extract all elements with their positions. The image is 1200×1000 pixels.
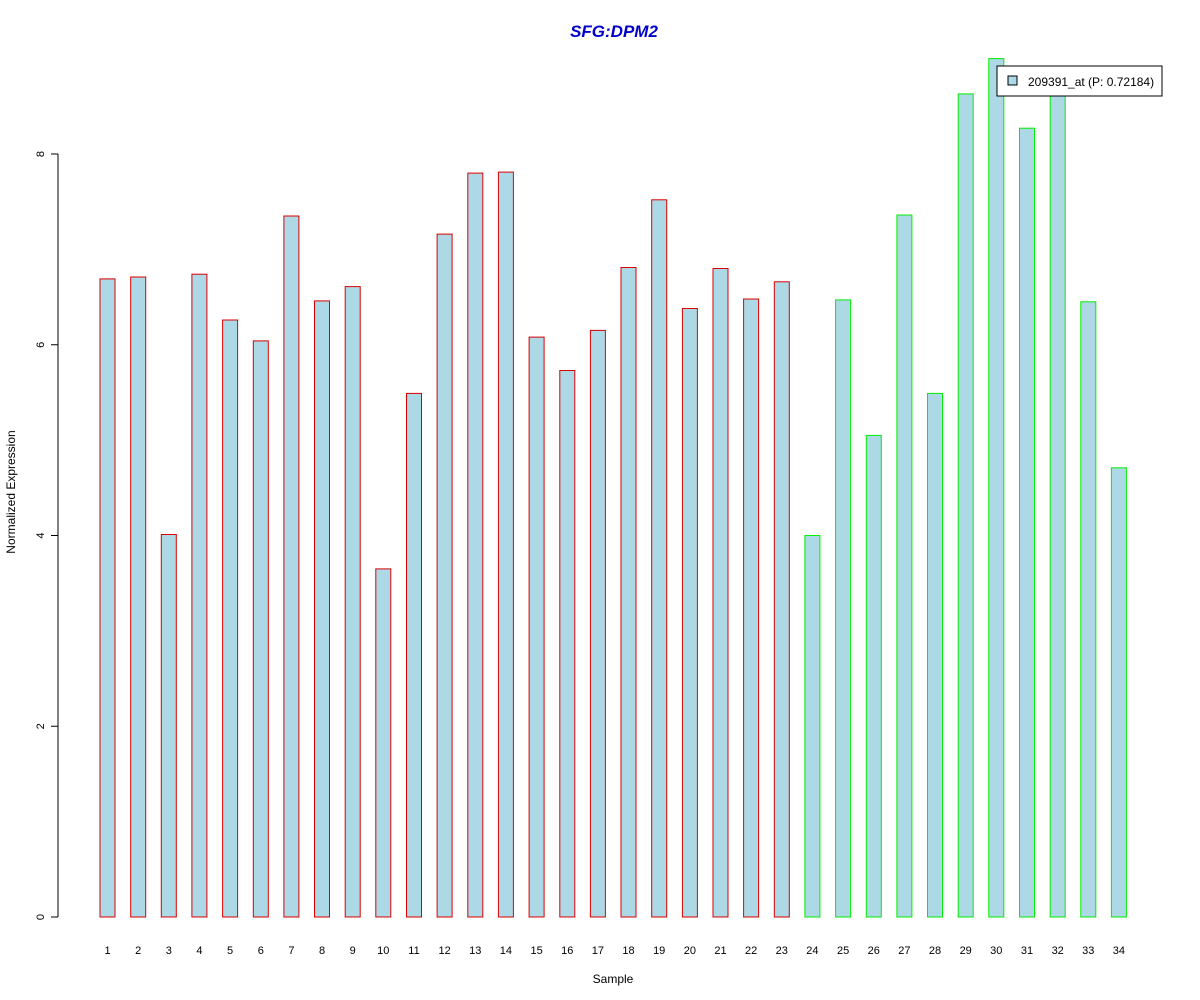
- x-tick-label: 3: [166, 945, 172, 957]
- bar-sample-3: [160, 534, 177, 918]
- bar-sample-28: [927, 392, 943, 918]
- y-axis-label: Normalized Expression: [4, 430, 18, 553]
- x-tick-label: 29: [960, 945, 972, 957]
- x-tick-label: 27: [898, 945, 910, 957]
- x-tick-label: 2: [135, 945, 141, 957]
- bar-sample-29: [957, 93, 974, 918]
- chart-title: SFG:DPM2: [570, 22, 658, 41]
- x-tick-label: 12: [438, 945, 450, 957]
- bar-sample-27: [896, 214, 913, 918]
- x-tick-label: 34: [1113, 945, 1125, 957]
- x-tick-label: 28: [929, 945, 941, 957]
- bar-sample-16: [559, 370, 576, 918]
- bar-sample-2: [130, 276, 147, 918]
- x-tick-labels: 1 2 3 4 5 6 7 8 9 10 11 12 13 14 15 16 17 18 19 20 21 22 23 24 2…: [104, 945, 1125, 957]
- bar-sample-7: [283, 215, 300, 918]
- x-tick-label: 5: [227, 945, 233, 957]
- x-tick-label: 33: [1082, 945, 1094, 957]
- x-tick-label: 13: [469, 945, 481, 957]
- bar-sample-23: [773, 281, 790, 918]
- x-tick-label: 8: [319, 945, 325, 957]
- bar-sample-15: [528, 336, 545, 918]
- x-tick-label: 15: [530, 945, 542, 957]
- legend-label: 209391_at (P: 0.72184): [1028, 75, 1154, 89]
- bar-sample-17: [589, 329, 606, 918]
- x-tick-label: 16: [561, 945, 573, 957]
- bar-sample-21: [712, 268, 729, 918]
- bar-sample-11: [406, 392, 422, 918]
- x-tick-label: 9: [350, 945, 356, 957]
- legend-swatch: [1007, 75, 1018, 86]
- x-tick-label: 11: [408, 945, 419, 957]
- bar-sample-31: [1019, 127, 1035, 918]
- x-tick-label: 6: [258, 945, 264, 957]
- bar-sample-8: [314, 300, 330, 918]
- x-tick-label: 19: [653, 945, 665, 957]
- bar-sample-1: [99, 278, 116, 918]
- y-axis: 0 2 4 6 8: [35, 151, 59, 920]
- bar-sample-24: [804, 535, 821, 918]
- bar-sample-13: [467, 172, 484, 918]
- x-tick-label: 32: [1052, 945, 1064, 957]
- bar-sample-25: [835, 299, 852, 918]
- x-tick-label: 31: [1021, 945, 1033, 957]
- bar-sample-33: [1080, 301, 1097, 918]
- x-tick-label: 10: [377, 945, 389, 957]
- y-tick-label: 6: [35, 342, 47, 348]
- legend-box: [996, 65, 1163, 97]
- x-tick-label: 20: [684, 945, 696, 957]
- bar-sample-4: [191, 273, 208, 918]
- x-tick-label: 14: [500, 945, 512, 957]
- x-axis-label: Sample: [593, 972, 634, 986]
- bar-sample-34: [1110, 467, 1127, 918]
- bar-sample-30: [988, 58, 1005, 918]
- y-tick-label: 4: [35, 532, 47, 538]
- bar-sample-26: [865, 434, 882, 918]
- x-tick-label: 4: [196, 945, 202, 957]
- x-tick-label: 22: [745, 945, 757, 957]
- bars: [99, 58, 1127, 918]
- bar-sample-19: [651, 199, 668, 918]
- x-tick-label: 30: [990, 945, 1002, 957]
- x-tick-label: 25: [837, 945, 849, 957]
- x-tick-label: 23: [776, 945, 788, 957]
- y-tick-label: 0: [35, 914, 47, 920]
- y-tick-label: 2: [35, 723, 47, 729]
- bar-sample-20: [681, 308, 698, 918]
- x-tick-label: 26: [868, 945, 880, 957]
- bar-sample-9: [344, 286, 361, 918]
- x-tick-label: 24: [806, 945, 818, 957]
- bar-sample-6: [252, 340, 269, 918]
- x-tick-label: 1: [104, 945, 110, 957]
- x-tick-label: 18: [622, 945, 634, 957]
- legend: 209391_at (P: 0.72184): [996, 65, 1163, 97]
- x-tick-label: 21: [714, 945, 726, 957]
- bar-sample-5: [222, 319, 239, 918]
- bar-sample-32: [1049, 93, 1066, 918]
- y-tick-label: 8: [35, 151, 47, 157]
- bar-sample-22: [743, 298, 760, 918]
- bar-sample-18: [620, 267, 637, 918]
- bar-sample-12: [436, 233, 453, 918]
- x-tick-label: 7: [288, 945, 294, 957]
- x-tick-label: 17: [592, 945, 604, 957]
- bar-sample-14: [497, 171, 514, 918]
- bar-sample-10: [375, 568, 392, 918]
